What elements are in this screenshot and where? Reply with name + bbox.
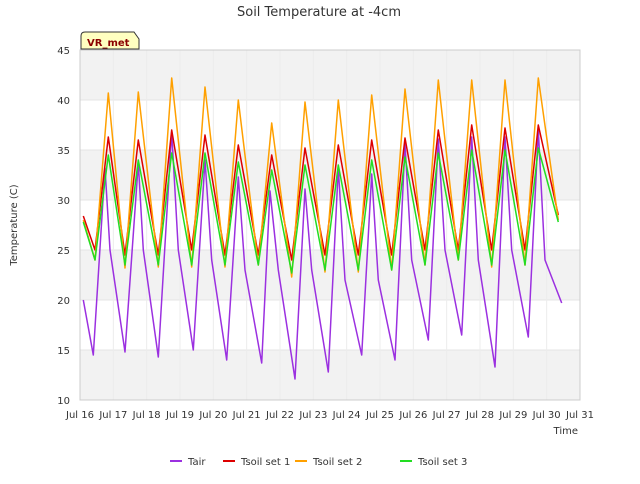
x-tick-label: Jul 21 (232, 410, 261, 421)
x-tick-label: Jul 25 (365, 410, 394, 421)
legend-label: Tsoil set 3 (417, 457, 467, 468)
y-tick-label: 35 (57, 146, 70, 157)
x-tick-label: Jul 28 (465, 410, 494, 421)
y-tick-label: 40 (57, 96, 70, 107)
x-tick-label: Jul 30 (532, 410, 561, 421)
y-axis-label: Temperature (C) (9, 184, 20, 266)
series-line-tsoil-set-3 (82, 147, 560, 274)
legend-item-tsoil-set-2: Tsoil set 2 (295, 457, 362, 468)
x-tick-label: Jul 17 (98, 410, 127, 421)
series-line-tsoil-set-2 (82, 77, 560, 278)
legend-label: Tair (187, 457, 206, 468)
x-tick-label: Jul 24 (332, 410, 361, 421)
x-tick-label: Jul 18 (132, 410, 161, 421)
legend-label: Tsoil set 1 (240, 457, 290, 468)
legend-item-tsoil-set-1: Tsoil set 1 (223, 457, 290, 468)
x-tick-label: Jul 23 (298, 410, 327, 421)
legend: Tair Tsoil set 1 Tsoil set 2 Tsoil set 3 (170, 457, 467, 468)
series-lines (82, 77, 563, 380)
plot-frame (79, 49, 581, 401)
station-badge: VR_met (80, 31, 140, 50)
x-tick-label: Jul 31 (565, 410, 594, 421)
x-tick-label: Jul 19 (165, 410, 194, 421)
x-axis-ticks: Jul 16 Jul 17 Jul 18 Jul 19 Jul 20 Jul 21 Jul … (65, 410, 594, 421)
badge-label: VR_met (87, 38, 130, 49)
grid-band (80, 50, 580, 100)
x-tick-label: Jul 20 (198, 410, 227, 421)
x-tick-label: Jul 27 (432, 410, 461, 421)
y-tick-label: 20 (57, 296, 70, 307)
y-tick-label: 30 (57, 196, 70, 207)
grid-band (80, 150, 580, 200)
series-line-tair (82, 129, 563, 380)
y-tick-label: 45 (57, 46, 70, 57)
x-axis-label: Time (553, 426, 578, 437)
x-tick-label: Jul 26 (398, 410, 427, 421)
y-tick-label: 10 (57, 396, 70, 407)
x-tick-label: Jul 22 (265, 410, 294, 421)
chart-title: Soil Temperature at -4cm (237, 5, 401, 20)
x-tick-label: Jul 29 (498, 410, 527, 421)
grid-band (80, 350, 580, 400)
legend-item-tsoil-set-3: Tsoil set 3 (400, 457, 467, 468)
legend-label: Tsoil set 2 (312, 457, 362, 468)
y-tick-label: 15 (57, 346, 70, 357)
grid-band (80, 250, 580, 300)
badge-box (80, 31, 140, 50)
y-tick-label: 25 (57, 246, 70, 257)
legend-item-tair: Tair (170, 457, 206, 468)
x-tick-label: Jul 16 (65, 410, 94, 421)
y-axis-ticks: 10 15 20 25 30 35 40 45 (57, 46, 70, 407)
